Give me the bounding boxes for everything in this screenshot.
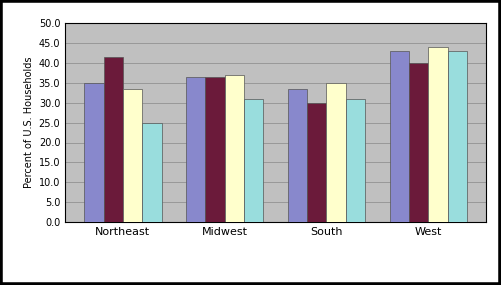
Y-axis label: Percent of U.S. Households: Percent of U.S. Households	[25, 57, 35, 188]
Bar	[409, 63, 428, 222]
Bar	[84, 83, 104, 222]
Bar	[205, 77, 224, 222]
Bar	[346, 99, 365, 222]
Bar	[186, 77, 205, 222]
Bar	[224, 75, 244, 222]
Bar	[142, 123, 162, 222]
Bar	[244, 99, 264, 222]
Bar	[327, 83, 346, 222]
Bar	[307, 103, 327, 222]
Bar	[389, 51, 409, 222]
Bar	[288, 89, 307, 222]
Bar	[447, 51, 467, 222]
Bar	[104, 57, 123, 222]
Bar	[123, 89, 142, 222]
Bar	[428, 47, 447, 222]
